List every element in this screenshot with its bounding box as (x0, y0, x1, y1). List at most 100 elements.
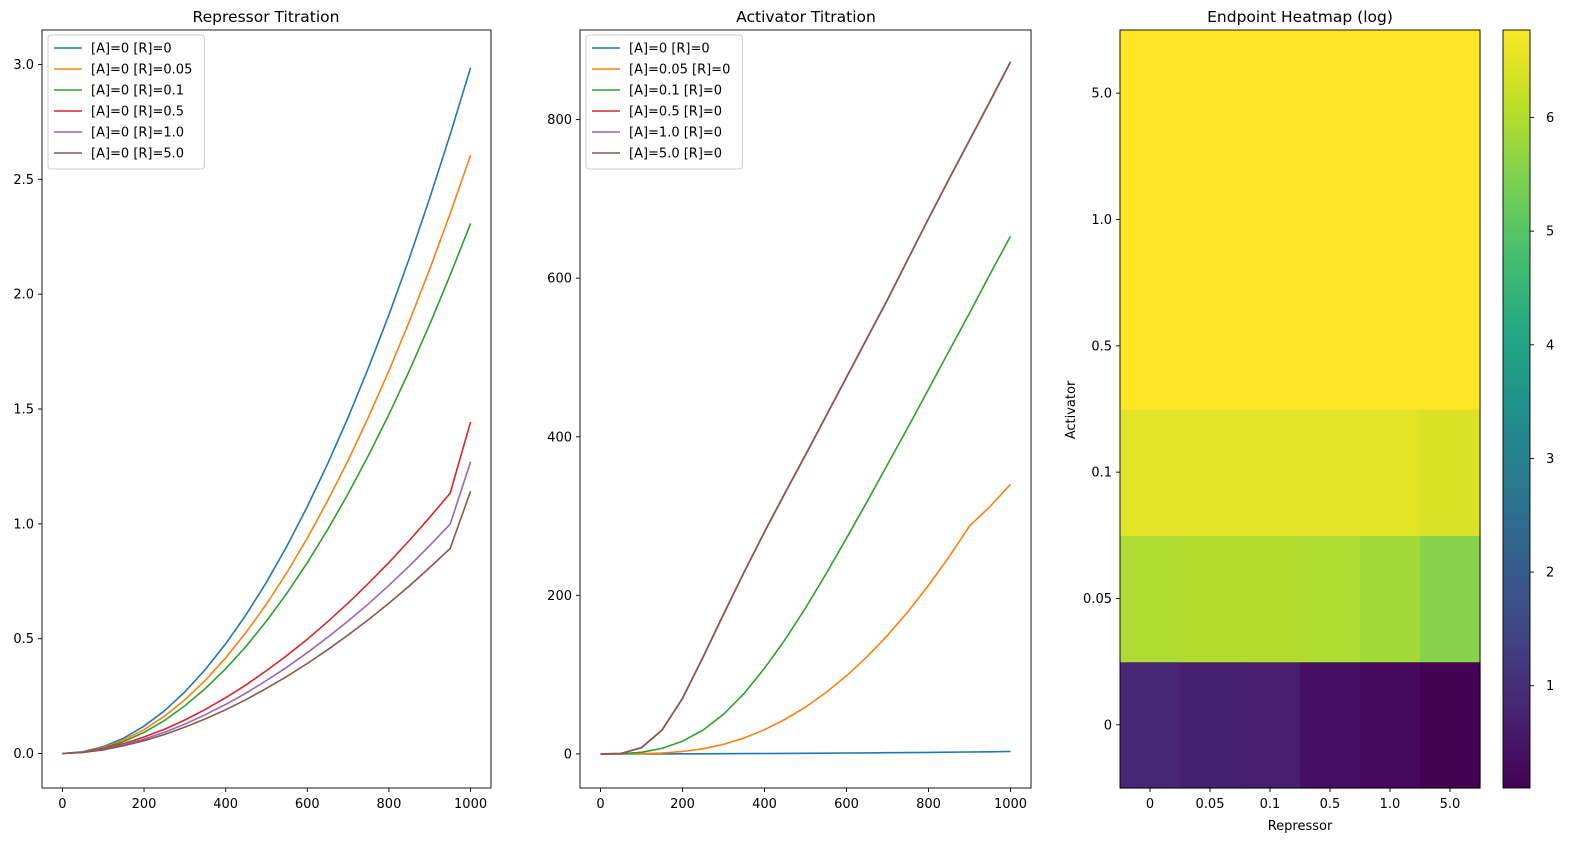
series-line-1 (62, 154, 472, 755)
heatmap-cell (1420, 156, 1481, 284)
heatmap-cell (1180, 282, 1241, 410)
heatmap-cell (1360, 282, 1421, 410)
heatmap-cell (1420, 535, 1481, 663)
colorbar-tick-label: 5 (1546, 225, 1554, 240)
chart-title: Repressor Titration (193, 8, 340, 26)
legend-entry: [A]=1.0 [R]=0 (629, 126, 722, 141)
y-axis-label: Activator (1064, 380, 1079, 439)
heatmap-cell (1180, 156, 1241, 284)
y-tick-label: 2.0 (13, 288, 34, 303)
y-tick-label: 0.1 (1091, 466, 1112, 481)
heatmap-cell (1300, 156, 1361, 284)
y-tick-label: 200 (547, 589, 572, 604)
y-tick-label: 0.5 (13, 632, 34, 647)
x-tick-label: 200 (132, 797, 157, 812)
heatmap-cell (1360, 156, 1421, 284)
heatmap-cell (1300, 282, 1361, 410)
x-tick-label: 600 (834, 797, 859, 812)
heatmap-cell (1180, 661, 1241, 789)
chart-title: Activator Titration (736, 8, 876, 26)
heatmap-cell (1420, 30, 1481, 157)
legend-entry: [A]=0 [R]=0 (629, 42, 710, 57)
x-tick-label: 0.05 (1196, 797, 1225, 812)
heatmap-cell (1240, 30, 1301, 157)
x-tick-label: 0 (1146, 797, 1154, 812)
series-line-5 (600, 61, 1012, 755)
series-line-2 (62, 223, 472, 755)
heatmap-cell (1120, 30, 1181, 157)
series-line-0 (62, 67, 472, 755)
y-tick-label: 1.5 (13, 403, 34, 418)
heatmap-cell (1300, 409, 1361, 536)
heatmap-cell (1240, 535, 1301, 663)
legend-frame (47, 34, 205, 170)
x-tick-label: 400 (213, 797, 238, 812)
x-tick-label: 800 (377, 797, 402, 812)
heatmap-cell (1120, 535, 1181, 663)
x-tick-label: 1.0 (1380, 797, 1401, 812)
legend-entry: [A]=0 [R]=5.0 (91, 147, 184, 162)
chart-title: Endpoint Heatmap (log) (1207, 8, 1393, 26)
heatmap-cell (1420, 409, 1481, 536)
x-tick-label: 0.5 (1320, 797, 1341, 812)
series-line-0 (600, 750, 1011, 755)
y-tick-label: 600 (547, 272, 572, 287)
repressor-titration-panel: Repressor Titration 0 200 400 600 800 1000 0.0… (13, 8, 492, 812)
heatmap-cell (1180, 409, 1241, 536)
series-line-3 (62, 421, 472, 755)
heatmap-cell (1180, 30, 1241, 157)
heatmap-cell (1120, 282, 1181, 410)
colorbar-tick-label: 2 (1546, 566, 1554, 581)
heatmap-cell (1420, 282, 1481, 410)
colorbar-tick-label: 6 (1546, 111, 1554, 126)
legend-frame (585, 34, 743, 170)
y-tick-label: 800 (547, 113, 572, 128)
heatmap-cell (1360, 409, 1421, 536)
colorbar-tick-label: 3 (1546, 452, 1554, 467)
heatmap-cell (1240, 409, 1301, 536)
heatmap-cell (1180, 535, 1241, 663)
legend: [A]=0 [R]=0 [A]=0.05 [R]=0 [A]=0.1 [R]=0 [A… (585, 34, 743, 170)
x-tick-label: 1000 (454, 797, 487, 812)
x-tick-label: 800 (916, 797, 941, 812)
x-axis-label: Repressor (1268, 819, 1333, 834)
x-tick-label: 0 (58, 797, 66, 812)
legend-entry: [A]=0 [R]=0 (91, 42, 172, 57)
heatmap-cell (1300, 661, 1361, 789)
y-tick-label: 2.5 (13, 173, 34, 188)
y-tick-label: 0.05 (1083, 592, 1112, 607)
legend-entry: [A]=0.1 [R]=0 (629, 84, 722, 99)
plot-frame (1119, 29, 1481, 789)
heatmap-cell (1300, 535, 1361, 663)
y-tick-label: 3.0 (13, 58, 34, 73)
heatmap-cell (1360, 30, 1421, 157)
series-line-4 (62, 461, 472, 755)
heatmap-cell (1360, 535, 1421, 663)
y-tick-label: 1.0 (13, 517, 34, 532)
endpoint-heatmap-panel: Endpoint Heatmap (log) 0 0.05 0.1 0.5 1.0 5.0… (1064, 8, 1554, 834)
x-tick-label: 1000 (994, 797, 1027, 812)
legend-entry: [A]=0 [R]=0.5 (91, 105, 184, 120)
y-tick-label: 0.0 (13, 747, 34, 762)
x-tick-label: 0 (596, 797, 604, 812)
legend-entry: [A]=5.0 [R]=0 (629, 147, 722, 162)
heatmap-cell (1240, 156, 1301, 284)
heatmap-cell (1300, 30, 1361, 157)
y-tick-label: 1.0 (1091, 213, 1112, 228)
x-tick-label: 5.0 (1440, 797, 1461, 812)
legend-entry: [A]=0 [R]=0.05 (91, 63, 192, 78)
series-line-2 (600, 235, 1012, 755)
legend-entry: [A]=0.05 [R]=0 (629, 63, 730, 78)
heatmap-cell (1120, 409, 1181, 536)
plot-frame (579, 29, 1032, 789)
colorbar: 1 2 3 4 5 6 (1502, 29, 1554, 789)
x-tick-label: 600 (295, 797, 320, 812)
y-tick-label: 0 (564, 747, 572, 762)
heatmap-cell (1240, 282, 1301, 410)
legend: [A]=0 [R]=0 [A]=0 [R]=0.05 [A]=0 [R]=0.1 [A… (47, 34, 205, 170)
heatmap-cell (1360, 661, 1421, 789)
legend-entry: [A]=0.5 [R]=0 (629, 105, 722, 120)
legend-entry: [A]=0 [R]=1.0 (91, 126, 184, 141)
heatmap-cell (1120, 661, 1181, 789)
